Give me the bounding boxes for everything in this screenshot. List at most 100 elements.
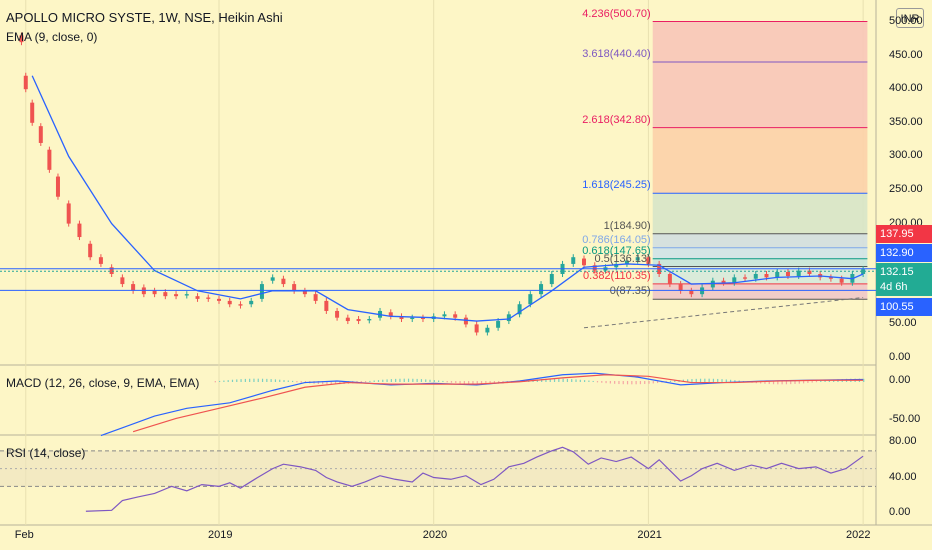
macd-histogram-bar bbox=[240, 379, 242, 382]
macd-histogram-bar bbox=[463, 381, 465, 384]
macd-histogram-bar bbox=[652, 381, 654, 384]
macd-histogram-bar bbox=[785, 381, 788, 385]
time-tick-label: 2021 bbox=[637, 529, 662, 541]
macd-histogram-bar bbox=[549, 378, 551, 382]
macd-histogram-bar bbox=[231, 379, 234, 382]
rsi-tick-label: 80.00 bbox=[889, 435, 917, 447]
macd-histogram-bar bbox=[609, 381, 611, 384]
rsi-legend[interactable]: RSI (14, close) bbox=[6, 446, 86, 460]
macd-histogram-bar bbox=[562, 378, 564, 382]
macd-histogram-bar bbox=[734, 380, 736, 382]
candle-body bbox=[217, 298, 221, 301]
candle-body bbox=[47, 149, 52, 170]
candle-body bbox=[292, 284, 297, 291]
candle-body bbox=[313, 294, 318, 301]
price-tick-label: 350.00 bbox=[889, 115, 923, 128]
candle-body bbox=[98, 257, 103, 264]
macd-tick-label: -50.00 bbox=[889, 413, 921, 425]
rsi-tick-label: 40.00 bbox=[889, 470, 917, 483]
macd-histogram-bar bbox=[360, 381, 362, 383]
macd-histogram-bar bbox=[227, 380, 229, 382]
macd-histogram-bar bbox=[708, 378, 710, 382]
fib-zone bbox=[652, 62, 868, 128]
fib-zone bbox=[652, 193, 868, 234]
candle-body bbox=[38, 126, 43, 143]
macd-histogram-bar bbox=[412, 378, 414, 382]
macd-histogram-bar bbox=[425, 379, 427, 382]
candle-body bbox=[345, 317, 350, 322]
candle-body bbox=[839, 278, 844, 283]
candle-body bbox=[174, 294, 179, 297]
fib-zone bbox=[652, 233, 868, 248]
macd-histogram-bar bbox=[725, 379, 727, 382]
macd-histogram-bar bbox=[863, 378, 865, 382]
macd-histogram-bar bbox=[760, 381, 762, 384]
macd-histogram-bar bbox=[296, 381, 298, 383]
macd-legend[interactable]: MACD (12, 26, close, 9, EMA, EMA) bbox=[6, 376, 200, 390]
macd-histogram-bar bbox=[730, 379, 732, 382]
candle-body bbox=[88, 243, 93, 258]
macd-histogram-bar bbox=[764, 381, 766, 384]
macd-histogram-bar bbox=[553, 378, 556, 382]
macd-histogram-bar bbox=[588, 380, 590, 382]
symbol-title[interactable]: APOLLO MICRO SYSTE, 1W, NSE, Heikin Ashi bbox=[6, 10, 283, 25]
candle-body bbox=[592, 265, 597, 271]
macd-histogram-bar bbox=[455, 381, 457, 384]
macd-histogram-bar bbox=[601, 381, 603, 383]
currency-label: INR bbox=[900, 13, 920, 25]
macd-histogram-bar bbox=[373, 380, 375, 382]
macd-histogram-bar bbox=[704, 378, 706, 382]
macd-histogram-bar bbox=[330, 381, 332, 385]
candle-body bbox=[66, 203, 71, 224]
macd-histogram-bar bbox=[811, 381, 813, 383]
macd-histogram-bar bbox=[420, 379, 423, 382]
fib-zone bbox=[652, 283, 868, 300]
macd-histogram-bar bbox=[489, 381, 491, 385]
candle-body bbox=[710, 280, 715, 288]
macd-histogram-bar bbox=[433, 380, 435, 382]
time-tick-label: 2020 bbox=[422, 529, 448, 541]
price-tag: 137.95 bbox=[876, 225, 932, 243]
fib-level-label: 1.618(245.25) bbox=[582, 179, 651, 192]
candle-body bbox=[828, 277, 833, 279]
macd-histogram-bar bbox=[566, 378, 569, 382]
macd-tick-label: 0.00 bbox=[889, 374, 911, 386]
candle-body bbox=[582, 258, 586, 266]
macd-histogram-bar bbox=[382, 379, 384, 382]
macd-histogram-bar bbox=[395, 378, 397, 382]
ema-legend[interactable]: EMA (9, close, 0) bbox=[6, 30, 98, 44]
macd-histogram-bar bbox=[274, 379, 277, 382]
candle-body bbox=[367, 319, 372, 321]
macd-histogram-bar bbox=[618, 381, 620, 385]
macd-histogram-bar bbox=[326, 381, 328, 385]
price-tick-label: 250.00 bbox=[889, 183, 923, 195]
candle-body bbox=[410, 317, 415, 320]
price-tick-label: 50.00 bbox=[889, 317, 917, 330]
macd-histogram-bar bbox=[476, 381, 478, 385]
macd-histogram-bar bbox=[214, 381, 216, 383]
candle-body bbox=[302, 290, 307, 295]
fib-level-label: 3.618(440.40) bbox=[582, 48, 651, 61]
fib-zone bbox=[652, 247, 868, 259]
candle-body bbox=[678, 284, 683, 291]
candle-body bbox=[238, 304, 243, 306]
macd-histogram-bar bbox=[824, 380, 826, 382]
macd-histogram-bar bbox=[480, 381, 483, 385]
macd-histogram-bar bbox=[626, 381, 629, 385]
macd-histogram-bar bbox=[691, 379, 693, 382]
rsi-line bbox=[85, 446, 864, 512]
macd-histogram-bar bbox=[429, 379, 431, 382]
macd-histogram-bar bbox=[442, 380, 444, 382]
macd-histogram-bar bbox=[377, 380, 380, 382]
macd-histogram-bar bbox=[558, 378, 560, 382]
candle-body bbox=[399, 316, 404, 320]
macd-histogram-bar bbox=[712, 378, 715, 382]
macd-histogram-bar bbox=[416, 378, 418, 382]
price-tag: 132.90 bbox=[876, 244, 932, 262]
macd-histogram-bar bbox=[322, 381, 324, 385]
candle-body bbox=[184, 294, 189, 296]
candle-body bbox=[528, 294, 533, 305]
currency-button[interactable]: INR bbox=[896, 8, 924, 28]
